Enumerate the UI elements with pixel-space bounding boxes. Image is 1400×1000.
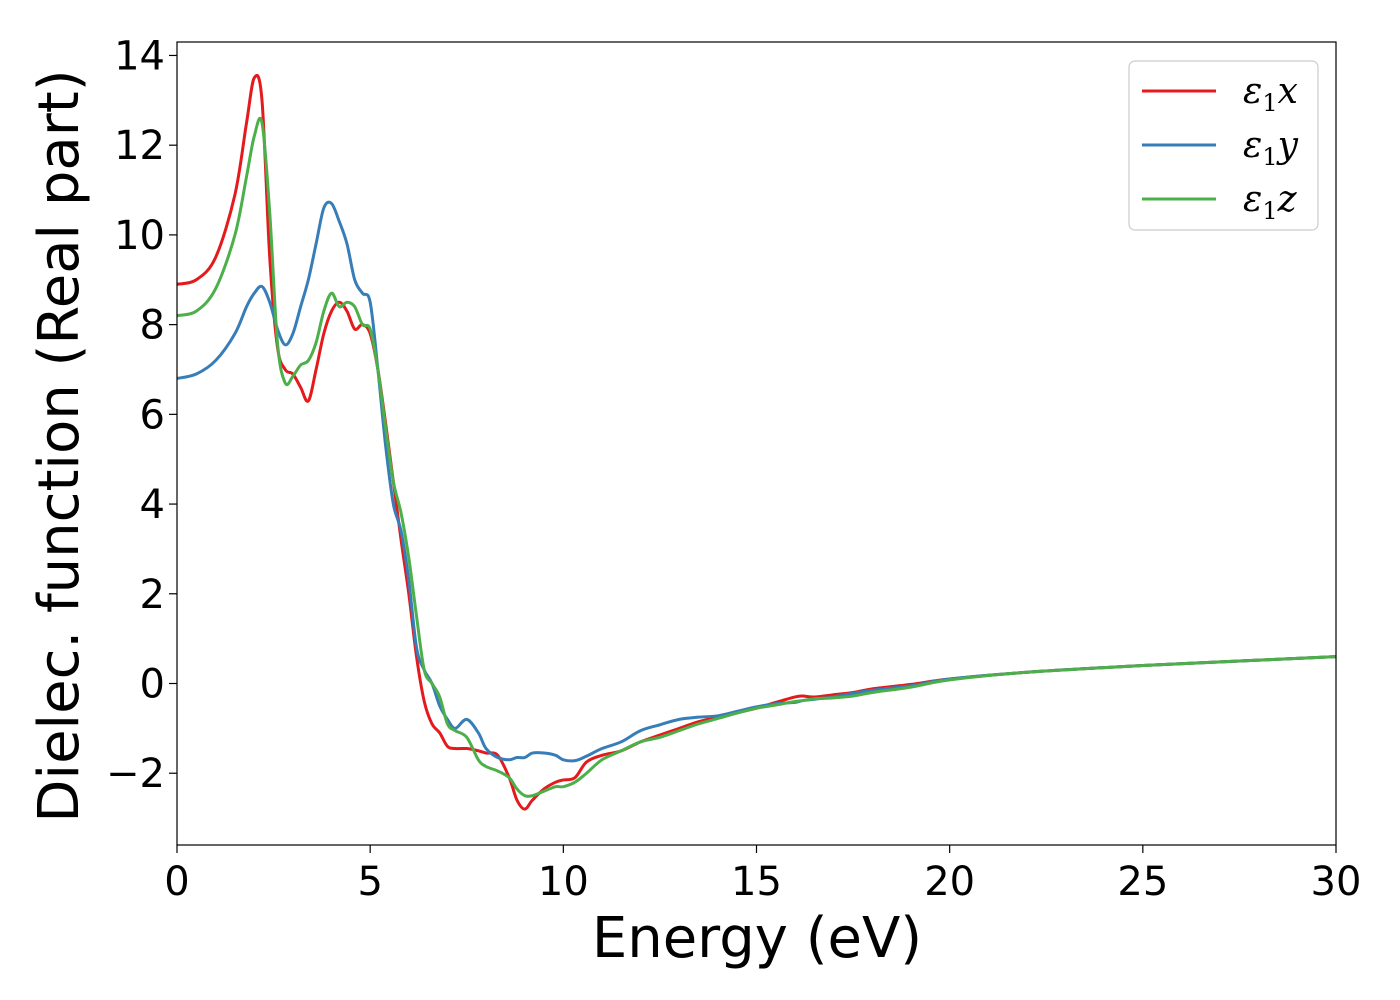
- series-line-eps1x: [177, 73, 1336, 811]
- y-tick-label: 8: [140, 303, 165, 349]
- x-tick-label: 25: [1117, 859, 1168, 905]
- legend-label-eps1z: ε1z: [1243, 179, 1298, 225]
- x-axis: 0 5 10 15 20 25 30: [164, 845, 1361, 905]
- y-tick-label: −2: [106, 751, 165, 797]
- y-tick-label: 6: [140, 392, 165, 438]
- y-tick-label: 0: [140, 662, 165, 708]
- legend: ε1x ε1y ε1z: [1128, 60, 1319, 231]
- y-tick-label: 10: [114, 213, 165, 259]
- legend-box: [1128, 60, 1319, 231]
- x-tick-label: 15: [731, 859, 782, 905]
- series-line-eps1y: [177, 200, 1336, 763]
- y-tick-label: 12: [114, 123, 165, 169]
- legend-label-eps1y: ε1y: [1243, 125, 1299, 171]
- y-axis-label: Dielec. function (Real part): [27, 69, 92, 822]
- x-tick-label: 20: [924, 859, 975, 905]
- series-line-eps1z: [177, 116, 1336, 798]
- x-tick-label: 30: [1311, 859, 1362, 905]
- x-tick-label: 5: [357, 859, 382, 905]
- legend-label-eps1x: ε1x: [1243, 71, 1298, 117]
- y-tick-label: 14: [114, 33, 165, 79]
- series-layer: [177, 73, 1336, 811]
- y-tick-label: 4: [140, 482, 165, 528]
- y-tick-label: 2: [140, 572, 165, 618]
- x-axis-label: Energy (eV): [592, 906, 922, 971]
- x-tick-label: 0: [164, 859, 189, 905]
- y-axis: −2 0 2 4 6 8 10 12 14: [106, 33, 177, 797]
- x-tick-label: 10: [538, 859, 589, 905]
